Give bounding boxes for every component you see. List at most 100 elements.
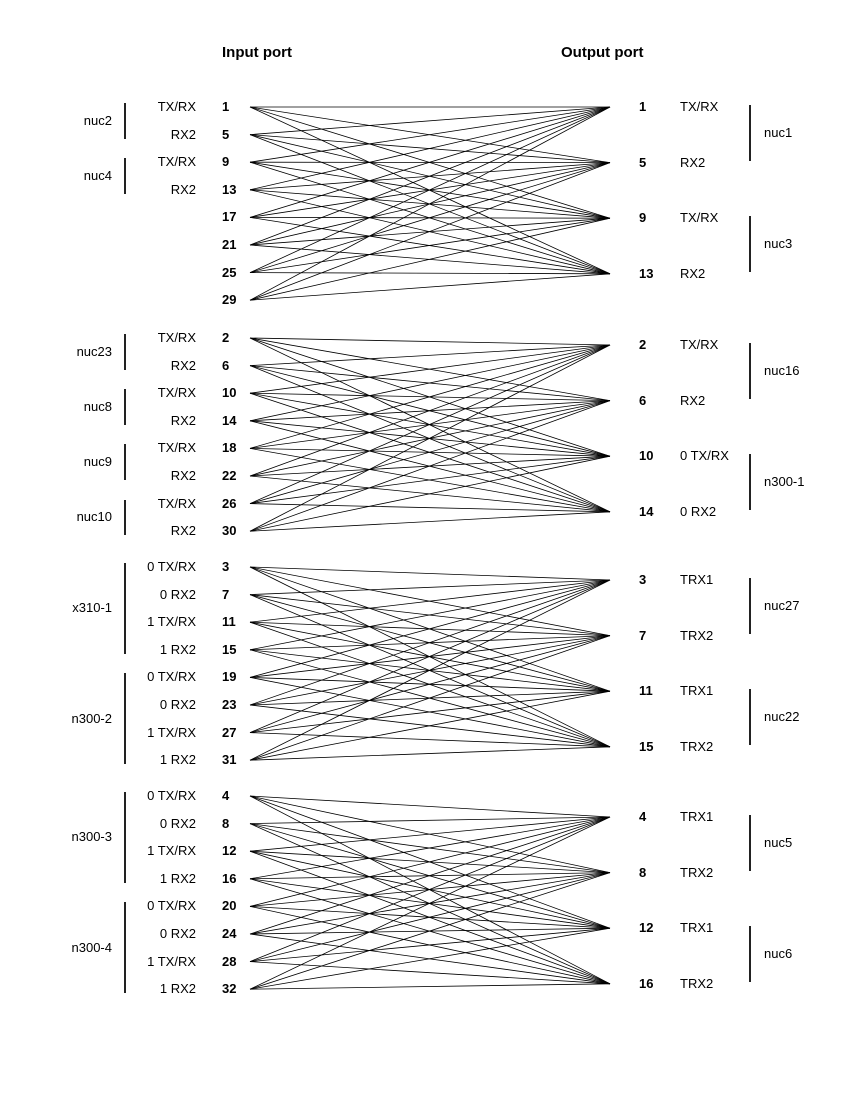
input-port-label: 0 RX2 [159,697,196,712]
output-port-label: TRX2 [680,738,714,754]
input-port-number: 23 [222,697,237,712]
input-port-header: Input port [222,44,292,61]
connection-in32-out8 [249,872,611,990]
connection-in29-out5 [249,162,611,301]
connection-in32-out16 [249,983,611,990]
output-port-label: 0 TX/RX [680,448,729,464]
connection-in21-out1 [249,106,611,246]
input-port-label: 1 TX/RX [147,614,196,630]
connection-in27-out3 [249,579,611,733]
input-port-number: 20 [222,898,237,914]
connection-in11-out3 [249,579,611,623]
input-port-label: 1 RX2 [159,981,196,997]
connection-in26-out6 [249,400,611,504]
input-port-label: 1 RX2 [159,641,196,657]
output-port-number: 6 [639,392,647,408]
connection-in25-out5 [249,162,611,273]
connection-in31-out15 [249,746,611,761]
input-device-label: n300-2 [71,710,112,726]
output-port-label: TRX1 [680,572,714,587]
connection-in8-out4 [249,816,611,824]
input-port-number: 15 [222,641,237,657]
input-device-bracket [124,334,126,370]
input-device-label: nuc9 [83,454,112,470]
output-port-label: TRX1 [680,809,714,824]
input-port-label: TX/RX [157,154,196,170]
output-port-label: TRX2 [680,975,714,991]
connection-in30-out10 [249,455,611,532]
input-port-number: 14 [222,412,237,428]
connection-in29-out1 [249,106,611,301]
input-port-label: TX/RX [157,330,196,345]
input-port-label: RX2 [170,412,196,428]
connection-in26-out14 [249,503,611,513]
output-port-number: 9 [639,210,647,226]
output-port-number: 14 [639,503,654,519]
input-port-number: 18 [222,440,237,456]
connection-in15-out3 [249,579,611,651]
connection-in14-out2 [249,344,611,422]
connection-in28-out8 [249,872,611,962]
input-port-number: 7 [222,586,230,602]
input-port-number: 2 [222,330,230,345]
output-port-label: TRX2 [680,627,714,643]
output-port-number: 8 [639,864,647,880]
output-port-label: RX2 [680,154,706,170]
input-port-number: 8 [222,815,230,831]
connection-in17-out1 [249,106,611,218]
input-port-label: 1 RX2 [159,752,196,768]
connection-in29-out13 [249,273,611,301]
input-port-label: 1 TX/RX [147,843,196,859]
output-port-label: TX/RX [680,99,719,114]
connection-in30-out14 [249,511,611,532]
output-device-bracket [749,343,751,399]
connection-in23-out3 [249,579,611,706]
connection-in20-out4 [249,816,611,907]
output-device-label: nuc16 [764,362,800,378]
input-device-bracket [124,902,126,994]
output-device-bracket [749,578,751,634]
input-device-label: x310-1 [72,600,112,616]
connection-in28-out12 [249,927,611,962]
input-port-label: TX/RX [157,99,196,114]
output-device-label: n300-1 [764,474,805,489]
output-port-number: 4 [639,809,647,824]
connection-in22-out2 [249,344,611,477]
input-port-label: 0 TX/RX [147,898,196,914]
input-port-label: 1 TX/RX [147,724,196,740]
input-port-number: 19 [222,669,237,685]
connection-in29-out9 [249,217,611,301]
input-port-label: TX/RX [157,495,196,511]
input-port-label: TX/RX [157,385,196,401]
connection-in27-out11 [249,690,611,733]
input-port-label: 0 RX2 [159,815,196,831]
output-port-label: TX/RX [680,337,719,352]
output-port-label: RX2 [680,265,706,281]
input-port-label: 0 RX2 [159,586,196,602]
input-device-label: nuc4 [83,168,112,183]
input-port-number: 5 [222,126,230,142]
connection-in12-out4 [249,816,611,852]
connection-in31-out3 [249,579,611,761]
input-port-label: 0 TX/RX [147,788,196,803]
input-device-bracket [124,792,126,883]
output-device-bracket [749,815,751,871]
output-port-number: 12 [639,920,654,936]
input-port-number: 25 [222,264,237,280]
input-port-number: 24 [222,926,237,941]
input-device-bracket [124,499,126,536]
output-device-bracket [749,105,751,161]
input-device-bracket [124,158,126,194]
connection-in2-out2 [249,337,611,346]
input-port-label: RX2 [170,468,196,483]
output-port-number: 5 [639,154,647,170]
connection-in28-out16 [249,961,611,985]
input-port-number: 12 [222,843,237,859]
output-port-label: TRX2 [680,864,714,880]
input-port-label: RX2 [170,126,196,142]
connection-in30-out6 [249,400,611,532]
connection-in24-out4 [249,816,611,935]
connection-in32-out4 [249,816,611,990]
